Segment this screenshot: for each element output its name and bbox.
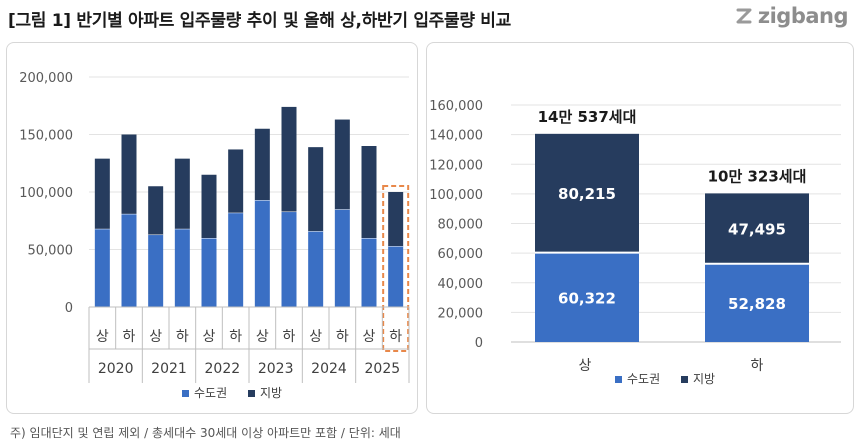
bar-capital	[254, 200, 270, 307]
y-tick-label: 200,000	[19, 71, 73, 86]
x-half-label: 상	[149, 329, 162, 345]
bar-capital	[148, 234, 164, 307]
y-tick-label: 100,000	[19, 186, 73, 201]
bar-capital	[174, 228, 190, 307]
x-half-label: 하	[123, 329, 136, 345]
bar-capital	[201, 238, 217, 307]
bar-local	[361, 146, 377, 238]
x-half-label: 상	[309, 329, 322, 345]
y-tick-label: 40,000	[438, 277, 484, 292]
y-tick-label: 160,000	[429, 99, 483, 114]
legend-label-capital: 수도권	[194, 386, 227, 400]
bar-capital	[535, 252, 639, 342]
bar-local	[705, 193, 809, 264]
x-half-label: 하	[229, 329, 242, 345]
x-half-label: 상	[203, 329, 216, 345]
total-label: 10만 323세대	[708, 167, 807, 185]
y-tick-label: 60,000	[438, 247, 484, 262]
x-half-label: 하	[389, 329, 402, 345]
bar-local	[228, 149, 244, 213]
x-category-label: 상	[579, 358, 592, 374]
data-label-local: 80,215	[558, 185, 616, 203]
data-label-capital: 60,322	[558, 289, 616, 307]
y-tick-label: 140,000	[429, 129, 483, 144]
y-tick-label: 100,000	[429, 188, 483, 203]
y-tick-label: 80,000	[438, 218, 484, 233]
x-half-label: 상	[96, 329, 109, 345]
bar-local	[254, 128, 270, 201]
bar-local	[535, 133, 639, 253]
x-year-label: 2024	[311, 361, 347, 377]
highlight-box	[382, 185, 410, 352]
bar-local	[388, 192, 404, 247]
half-year-trend-chart-panel: 0 50,000 100,000 150,000 200,000 상 하 상 하 상 하 상 하 상 하 상 하…	[6, 42, 418, 414]
legend-swatch-capital	[615, 376, 622, 383]
bar-capital	[121, 213, 137, 307]
this-year-comparison-chart-panel: 0 20,000 40,000 60,000 80,000 100,000 120,000 1…	[426, 42, 854, 414]
legend-swatch-local	[681, 376, 688, 383]
data-label-local: 47,495	[728, 221, 786, 239]
data-label-capital: 52,828	[728, 295, 786, 313]
x-half-label: 하	[176, 329, 189, 345]
bar-local	[281, 106, 297, 212]
legend-swatch-capital	[182, 390, 189, 397]
x-half-label: 상	[363, 329, 376, 345]
x-year-label: 2023	[258, 361, 294, 377]
bar-local	[148, 186, 164, 235]
bar-local	[201, 174, 217, 238]
y-tick-label: 120,000	[429, 158, 483, 173]
bar-local	[121, 134, 137, 214]
bar-local	[174, 158, 190, 229]
this-year-comparison-chart: 0 20,000 40,000 60,000 80,000 100,000 120,000 1…	[429, 99, 841, 386]
x-year-label: 2025	[365, 361, 401, 377]
footnote: 주) 임대단지 및 연립 제외 / 총세대수 30세대 이상 아파트만 포함 /…	[10, 426, 401, 440]
x-category-label: 하	[751, 358, 764, 374]
bar-local	[94, 158, 110, 229]
legend-label-local: 지방	[260, 386, 282, 400]
bar-capital	[388, 246, 404, 307]
zigbang-logo-icon	[736, 8, 752, 24]
total-label: 14만 537세대	[538, 108, 637, 126]
brand-name: zigbang	[757, 4, 849, 28]
bar-local	[308, 147, 324, 232]
bar-capital	[281, 211, 297, 307]
y-tick-label: 20,000	[438, 306, 484, 321]
bar-capital	[334, 209, 350, 307]
y-tick-label: 0	[65, 301, 73, 316]
bar-capital	[228, 212, 244, 307]
bar-capital	[94, 228, 110, 307]
bar-capital	[361, 238, 377, 307]
x-half-label: 상	[256, 329, 269, 345]
y-tick-label: 50,000	[28, 244, 74, 259]
page-title: [그림 1] 반기별 아파트 입주물량 추이 및 올해 상,하반기 입주물량 비…	[8, 11, 511, 31]
legend-label-local: 지방	[693, 372, 715, 386]
bar-capital	[705, 263, 809, 342]
y-tick-label: 150,000	[19, 129, 73, 144]
x-year-label: 2022	[205, 361, 241, 377]
bar-local	[334, 119, 350, 210]
x-half-label: 하	[283, 329, 296, 345]
bar-capital	[308, 231, 324, 307]
x-half-label: 하	[336, 329, 349, 345]
x-year-label: 2021	[151, 361, 187, 377]
y-tick-label: 0	[475, 336, 483, 351]
x-year-label: 2020	[98, 361, 134, 377]
legend-label-capital: 수도권	[627, 372, 660, 386]
brand-logo: zigbang	[734, 4, 849, 28]
legend-swatch-local	[248, 390, 255, 397]
